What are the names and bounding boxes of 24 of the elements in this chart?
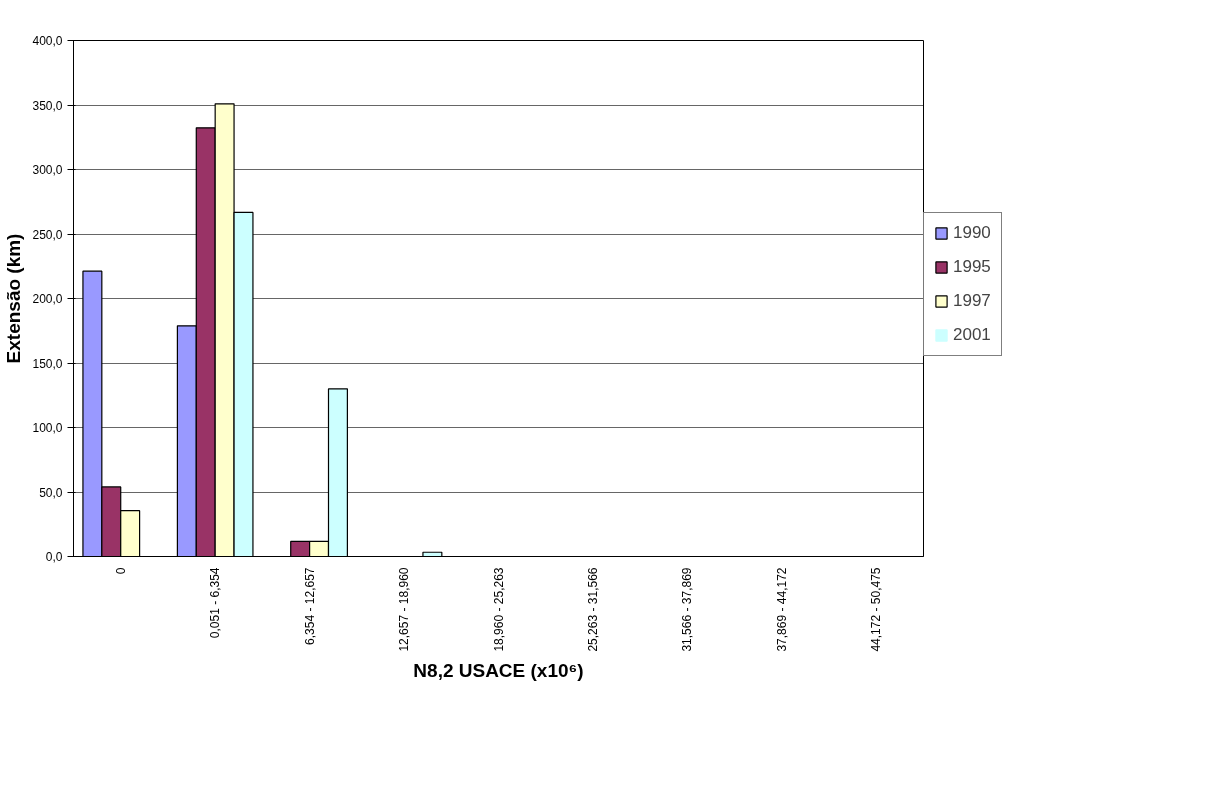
y-tick-label: 100,0 (32, 421, 63, 435)
x-axis-title: N8,2 USACE (x10⁶) (413, 659, 584, 681)
y-tick-label: 400,0 (32, 34, 63, 48)
y-tick-label: 150,0 (32, 356, 63, 371)
y-tick-label: 350,0 (32, 98, 63, 113)
x-tick-label: 12,657 - 18,960 (397, 567, 412, 652)
y-axis-title: Extensão (km) (3, 233, 25, 364)
x-tick-label: 37,869 - 44,172 (774, 567, 789, 652)
y-tick-label: 200,0 (32, 292, 63, 306)
x-tick-label: 25,263 - 31,566 (585, 567, 600, 652)
x-tick-label: 31,566 - 37,869 (680, 567, 695, 652)
y-tick-label: 300,0 (32, 163, 63, 177)
legend-label: 1995 (953, 257, 991, 277)
y-tick-label: 250,0 (32, 227, 63, 242)
x-tick-label: 18,960 - 25,263 (491, 567, 506, 652)
x-tick-label: 0 (113, 567, 128, 575)
legend-label: 1990 (953, 223, 991, 243)
y-tick-label: 50,0 (39, 485, 63, 500)
x-tick-label: 6,354 - 12,657 (302, 567, 317, 645)
legend-label: 2001 (953, 325, 991, 345)
y-tick-label: 0,0 (45, 550, 63, 564)
legend-label: 1997 (953, 291, 991, 311)
x-tick-label: 44,172 - 50,475 (869, 567, 884, 652)
x-tick-label: 0,051 - 6,354 (208, 567, 223, 639)
